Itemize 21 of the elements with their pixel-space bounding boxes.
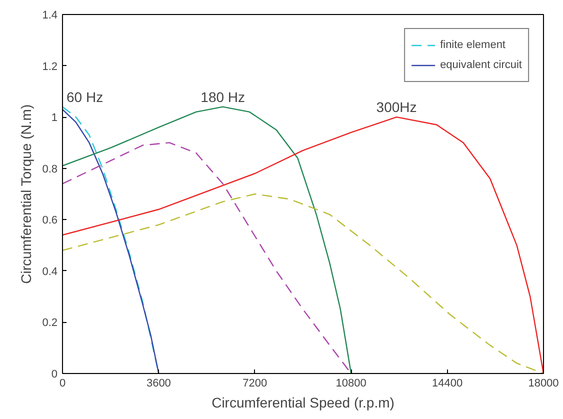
x-tick-label: 18000 [528,378,559,390]
y-tick-label: 0.4 [42,266,58,278]
y-tick-label: 1.2 [42,60,58,73]
y-tick-label: 1 [51,112,58,124]
x-tick-label: 7200 [242,378,268,390]
y-tick-label: 0.6 [42,214,58,227]
annotation: 180 Hz [200,88,246,105]
x-tick-label: 0 [59,378,66,390]
legend-label: finite element [440,39,506,51]
y-tick-label: 1.4 [42,10,58,22]
x-tick-label: 3600 [146,378,171,390]
x-axis-title: Circumferential Speed (r.p.m) [212,394,394,410]
legend-label: equivalent circuit [440,59,522,71]
y-axis-title: Circumferential Torque (N.m) [18,104,34,284]
y-tick-label: 0.2 [42,317,58,330]
annotation: 60 Hz [66,88,104,105]
y-tick-label: 0.8 [42,163,58,176]
x-tick-label: 14400 [432,378,463,390]
x-tick-label: 10800 [336,378,366,390]
y-tick-label: 0 [51,368,58,380]
annotation: 300Hz [376,99,417,116]
